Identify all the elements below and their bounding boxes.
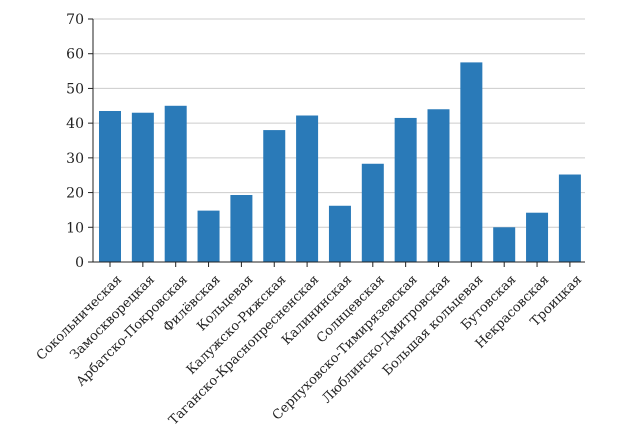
bar-1	[131, 112, 154, 262]
bar-11	[460, 62, 483, 263]
axes	[92, 19, 585, 263]
bar-9	[394, 117, 417, 262]
bars	[99, 62, 581, 263]
bar-12	[493, 227, 516, 262]
x-tick-labels: СокольническаяЗамоскворецкаяАрбатско-Пок…	[34, 262, 585, 428]
bar-2	[164, 105, 187, 263]
y-tick-label: 60	[66, 47, 84, 63]
y-tick-labels: 0 10 20 30 40 50 60 70	[66, 12, 93, 271]
bar-8	[361, 163, 384, 262]
bar-4	[230, 195, 253, 262]
y-tick-label: 30	[66, 151, 84, 167]
y-tick-label: 50	[66, 81, 84, 97]
bar-7	[328, 205, 351, 262]
bar-3	[197, 210, 220, 262]
y-tick-label: 0	[75, 255, 84, 271]
bar-14	[558, 174, 581, 262]
bar-6	[296, 115, 319, 263]
bar-5	[263, 130, 286, 262]
bar-10	[427, 109, 450, 262]
y-tick-label: 70	[66, 12, 84, 28]
y-tick-label: 20	[66, 186, 84, 202]
y-tick-label: 10	[66, 220, 84, 236]
bar-0	[99, 110, 121, 262]
bar-13	[526, 212, 549, 262]
y-tick-label: 40	[66, 116, 84, 132]
